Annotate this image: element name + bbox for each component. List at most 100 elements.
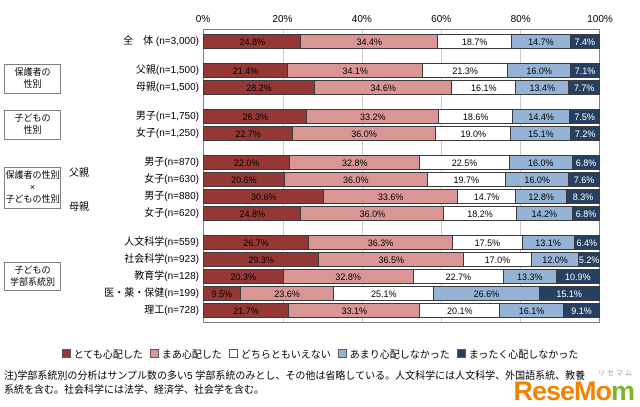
segment-value-label: 20.1% [446,305,473,316]
bar-segment: 21.4% [203,63,288,78]
bar-segment: 32.8% [290,155,421,170]
segment-value-label: 7.4% [574,36,596,47]
segment-value-label: 9.1% [571,305,592,316]
chart-row: 教育学(n=128) 20.3% 32.8% 22.7% 13.3% 10.9% [64,269,640,284]
group-label-line: × [29,182,36,193]
watermark-text: ReseMom [513,378,635,405]
segment-value-label: 30.6% [250,191,277,202]
bar-segment: 7.1% [571,63,600,78]
group-label-line: 保護者の [14,67,51,78]
bar-segment: 20.1% [420,303,501,318]
group-body: 全 体 (n=3,000) 24.8% 34.4% 18.7% 14.7% 7.4% [64,34,640,49]
chart-row: 女子(n=630) 20.6% 36.0% 19.7% 16.0% 7.6% [94,172,640,187]
group-body: 父親 男子(n=870) 22.0% 32.8% 22.5% 16.0% 6.8% 女子(n=… [64,155,640,221]
chart-row: 女子(n=1,250) 22.7% 36.0% 19.0% 15.1% 7.2% [64,126,640,141]
bar-segment: 16.0% [505,172,570,187]
bar-segment: 33.1% [289,303,421,318]
legend-swatch [61,349,71,358]
segment-value-label: 13.4% [529,82,556,93]
group-body: 人文科学(n=559) 26.7% 36.3% 17.5% 13.1% 6.4% 社会科学(… [64,235,640,318]
bar-segment: 36.0% [284,172,428,187]
stacked-bar: 21.7% 33.1% 20.1% 16.1% 9.1% [203,303,600,318]
segment-value-label: 13.3% [517,271,543,282]
axis-tick-label: 20% [272,14,293,25]
bar-segment: 23.6% [240,286,335,301]
row-label: 男子(n=1,750) [135,111,199,122]
group-body: 父親(n=1,500) 21.4% 34.1% 21.3% 16.0% 7.1% 母親(n=… [64,63,640,95]
chart-group: 子どもの 性別 男子(n=1,750) 26.3% 33.2% 18.6% 14.4% 7.5… [0,109,640,141]
segment-value-label: 15.1% [556,288,582,299]
bar-segment: 26.6% [434,286,540,301]
legend-swatch [228,349,238,358]
bar-segment: 14.2% [516,206,573,221]
chart-group: 保護者の 性別 父親(n=1,500) 21.4% 34.1% 21.3% 16.0% 7.1… [0,63,640,95]
group-label-column: 保護者の性別 × 子どもの性別 [0,155,64,221]
bar-segment: 33.6% [324,189,458,204]
stacked-bar: 21.4% 34.1% 21.3% 16.0% 7.1% [203,63,600,78]
legend-label: まあ心配した [161,350,222,361]
bar-segment: 12.8% [516,189,568,204]
segment-value-label: 6.8% [575,157,597,168]
subgroup-label: 母親 [69,201,89,213]
row-label: 教育学(n=128) [134,271,199,282]
segment-value-label: 21.3% [452,65,478,76]
segment-value-label: 22.7% [235,128,261,139]
group-label-line: 子どもの [14,264,51,275]
bar-segment: 19.7% [427,172,506,187]
group-label-line: 子どもの性別 [5,193,60,204]
segment-value-label: 16.0% [524,174,550,185]
bar-segment: 16.0% [507,63,572,78]
chart-row: 母親(n=1,500) 28.2% 34.6% 16.1% 13.4% 7.7% [64,80,640,95]
bar-segment: 15.1% [539,286,600,301]
bar-segment: 28.2% [203,80,315,95]
bar-segment: 17.5% [453,235,523,250]
stacked-bar: 29.3% 36.5% 17.0% 12.0% 5.2% [203,252,600,267]
watermark-logo: リセマム ReseMom [513,368,635,405]
chart-row: 社会科学(n=923) 29.3% 36.5% 17.0% 12.0% 5.2% [64,252,640,267]
row-label: 男子(n=870) [144,157,199,168]
segment-value-label: 32.8% [342,157,368,168]
segment-value-label: 19.0% [460,128,486,139]
segment-value-label: 17.0% [484,254,511,265]
bar-segment: 22.7% [413,269,504,284]
bar-segment: 26.3% [203,109,308,124]
segment-value-label: 10.9% [565,271,591,282]
bar-segment: 25.1% [334,286,435,301]
stacked-bar: 28.2% 34.6% 16.1% 13.4% 7.7% [203,80,600,95]
bar-segment: 12.0% [531,252,580,267]
stacked-bar: 22.7% 36.0% 19.0% 15.1% 7.2% [203,126,600,141]
segment-value-label: 6.4% [576,237,598,248]
watermark-kana: リセマム [598,370,634,377]
chart-row: 男子(n=880) 30.6% 33.6% 14.7% 12.8% 8.3% [94,189,640,204]
bar-segment: 9.1% [563,303,600,318]
row-label: 女子(n=1,250) [135,128,199,139]
bar-segment: 34.1% [287,63,424,78]
segment-value-label: 20.3% [230,271,257,282]
bar-segment: 36.5% [319,252,465,267]
segment-value-label: 21.4% [232,65,259,76]
row-label: 母親(n=1,500) [135,82,199,93]
legend-item: まったく心配しなかった [456,346,579,361]
bar-segment: 13.1% [522,235,575,250]
row-label: 全 体 (n=3,000) [123,36,199,47]
chart-row: 医・薬・保健(n=199) 9.5% 23.6% 25.1% 26.6% 15.1% [64,286,640,301]
stacked-bar: 26.7% 36.3% 17.5% 13.1% 6.4% [203,235,600,250]
bar-segment: 17.0% [464,252,532,267]
bar-segment: 20.6% [203,172,285,187]
group-label-column: 保護者の 性別 [0,63,64,95]
axis-tick-label: 80% [510,14,531,25]
group-label-column: 子どもの 学部系統別 [0,235,64,318]
segment-value-label: 7.6% [573,174,595,185]
legend-swatch [456,349,466,358]
segment-value-label: 34.1% [342,65,368,76]
segment-value-label: 14.2% [531,208,558,219]
row-label: 男子(n=880) [144,191,199,202]
chart-row: 父親(n=1,500) 21.4% 34.1% 21.3% 16.0% 7.1% [64,63,640,78]
segment-value-label: 26.6% [473,288,500,299]
segment-value-label: 14.7% [473,191,500,202]
bar-segment: 24.8% [203,206,302,221]
legend-label: まったく心配しなかった [468,350,579,361]
chart-group: 子どもの 学部系統別 人文科学(n=559) 26.7% 36.3% 17.5% 13.1%… [0,235,640,318]
bar-segment: 29.3% [203,252,320,267]
chart-row: 人文科学(n=559) 26.7% 36.3% 17.5% 13.1% 6.4% [64,235,640,250]
